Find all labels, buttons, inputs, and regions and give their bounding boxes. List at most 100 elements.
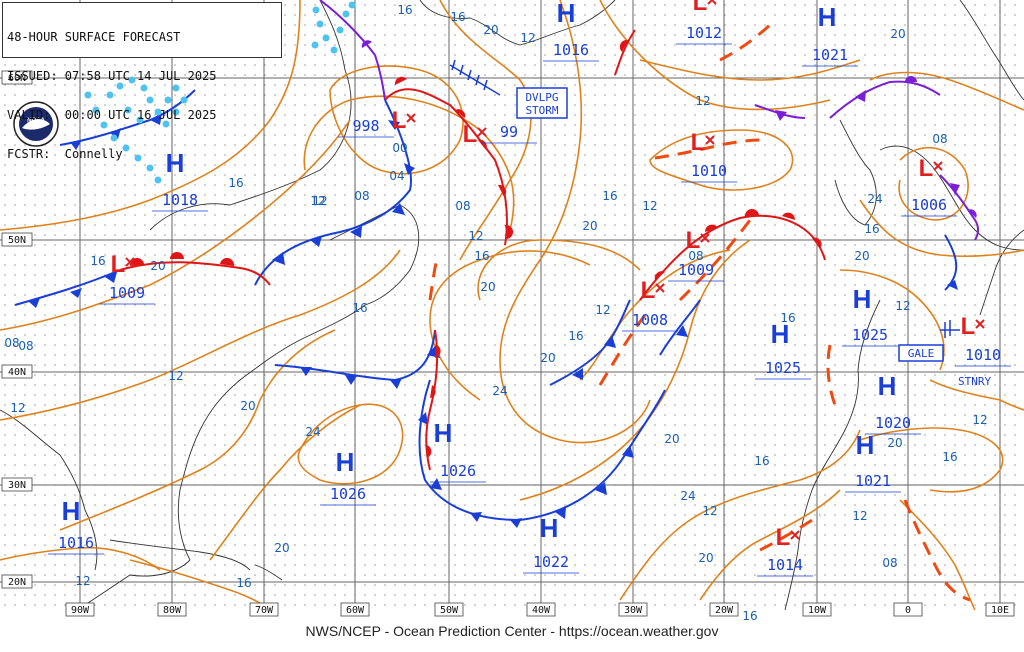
lon-label: 0 xyxy=(905,605,911,616)
low-center-x-icon xyxy=(975,319,985,329)
high-pressure-value: 1021 xyxy=(855,472,891,490)
lon-label-box xyxy=(249,602,279,617)
isobar-label: 12 xyxy=(642,199,657,213)
low-center-x-icon xyxy=(477,127,487,137)
low-center: L 998 xyxy=(338,107,416,138)
isobar-label: 12 xyxy=(168,369,183,383)
lat-label-box xyxy=(1,364,33,379)
isobar-label: 08 xyxy=(354,189,369,203)
gale-tag: GALE xyxy=(898,344,944,362)
isobar-label: 08 xyxy=(932,132,947,146)
isobar-label: 04 xyxy=(389,169,404,183)
isobar-label: 12 xyxy=(312,194,327,208)
low-center-x-icon xyxy=(655,283,665,293)
isobar-label: 16 xyxy=(942,450,957,464)
isobar-label: 16 xyxy=(742,609,757,623)
isobar-label: 20 xyxy=(887,436,902,450)
isobar-label: 00 xyxy=(392,141,407,155)
isobar-label: 16 xyxy=(474,249,489,263)
low-center: L 1012 xyxy=(676,0,732,45)
isobar-label: 12 xyxy=(695,94,710,108)
low-symbol: L xyxy=(392,107,407,134)
isobar-label: 16 xyxy=(864,222,879,236)
low-center-x-icon xyxy=(700,233,710,243)
warm-front-bumps xyxy=(129,39,822,458)
isobar-label: 12 xyxy=(468,229,483,243)
isobar-label: 08 xyxy=(688,249,703,263)
lon-label: 50W xyxy=(440,605,459,616)
lat-label: 20N xyxy=(8,577,26,588)
high-center: H 1021 xyxy=(802,2,858,67)
high-symbol: H xyxy=(336,447,355,477)
isobar-label: 20 xyxy=(240,399,255,413)
high-center: H 1026 xyxy=(430,418,486,483)
high-center: H 1022 xyxy=(523,513,579,574)
high-center: H 1016 xyxy=(543,0,599,62)
low-pressure-value: 1010 xyxy=(965,346,1001,364)
longitude-labels: 90W 80W 70W 60W 50W 40W 30W 20W 10W 0 10E xyxy=(65,602,1015,617)
isobar-label: 12 xyxy=(10,401,25,415)
isobar-label: 08 xyxy=(4,336,19,350)
lat-label: 30N xyxy=(8,480,26,491)
latitude-labels: 60N 50N 40N 30N 20N xyxy=(1,70,33,589)
low-center-x-icon xyxy=(707,0,717,5)
isobar-label: 08 xyxy=(882,556,897,570)
high-center: H 1020 xyxy=(865,371,921,435)
low-pressure-value: 1012 xyxy=(686,24,722,42)
high-symbol: H xyxy=(853,284,872,314)
isobar-label: 12 xyxy=(595,303,610,317)
isobar-label: 12 xyxy=(852,509,867,523)
lon-label-box xyxy=(985,602,1015,617)
lon-label-box xyxy=(340,602,370,617)
lon-label: 30W xyxy=(624,605,643,616)
isobar-label: 16 xyxy=(397,3,412,17)
isobar-label: 16 xyxy=(90,254,105,268)
high-symbol: H xyxy=(540,513,559,543)
high-pressure-value: 1025 xyxy=(852,326,888,344)
low-center: L 1010 xyxy=(955,313,1011,367)
isobar-label: 12 xyxy=(520,31,535,45)
isobar-label: 16 xyxy=(780,311,795,325)
low-pressure-value: 99 xyxy=(500,123,518,141)
lon-label-box xyxy=(65,602,95,617)
header-title: 48-HOUR SURFACE FORECAST xyxy=(7,30,181,44)
noaa-logo: NOAA xyxy=(13,101,59,147)
high-center: H 1016 xyxy=(48,496,104,555)
lat-label: 50N xyxy=(8,235,26,246)
high-pressure-value: 1021 xyxy=(812,46,848,64)
low-pressure-value: 1009 xyxy=(109,284,145,302)
isobar-label: 12 xyxy=(75,574,90,588)
header-valid: VALID: 00:00 UTC 16 JUL 2025 xyxy=(7,108,217,122)
isobar-label: 16 xyxy=(602,189,617,203)
isobar-label: 16 xyxy=(450,10,465,24)
lon-label: 10W xyxy=(808,605,827,616)
storm-label: STORM xyxy=(525,104,558,117)
isobar-label: 20 xyxy=(483,23,498,37)
high-pressure-value: 1025 xyxy=(765,359,801,377)
isobar-label: 20 xyxy=(480,280,495,294)
lon-label-box xyxy=(802,602,832,617)
low-symbol: L xyxy=(776,524,791,551)
stnry-label: STNRY xyxy=(958,375,991,388)
isobar-label: 24 xyxy=(305,425,320,439)
high-center: H 1026 xyxy=(320,447,376,506)
low-symbol: L xyxy=(961,313,976,340)
isobar-label: 12 xyxy=(972,413,987,427)
lon-label-box xyxy=(526,602,556,617)
high-center: H 1018 xyxy=(152,148,208,212)
lon-label-box xyxy=(157,602,187,617)
lon-label: 60W xyxy=(346,605,365,616)
low-pressure-value: 998 xyxy=(352,117,379,135)
high-symbol: H xyxy=(771,319,790,349)
occluded-front-symbols xyxy=(361,40,977,218)
isobar-labels: 08 12 16 20 12 04 00 08 12 16 20 24 24 20 20 16 12 08 12 16… xyxy=(4,3,987,623)
isobar-label: 20 xyxy=(890,27,905,41)
header-issued: ISSUED: 07:58 UTC 14 JUL 2025 xyxy=(7,69,217,83)
high-symbol: H xyxy=(434,418,453,448)
gale-label: GALE xyxy=(908,347,935,360)
lat-label-box xyxy=(1,232,33,247)
lat-label-box xyxy=(1,70,33,85)
dvlpg-label: DVLPG xyxy=(525,91,558,104)
low-center-x-icon xyxy=(933,161,943,171)
